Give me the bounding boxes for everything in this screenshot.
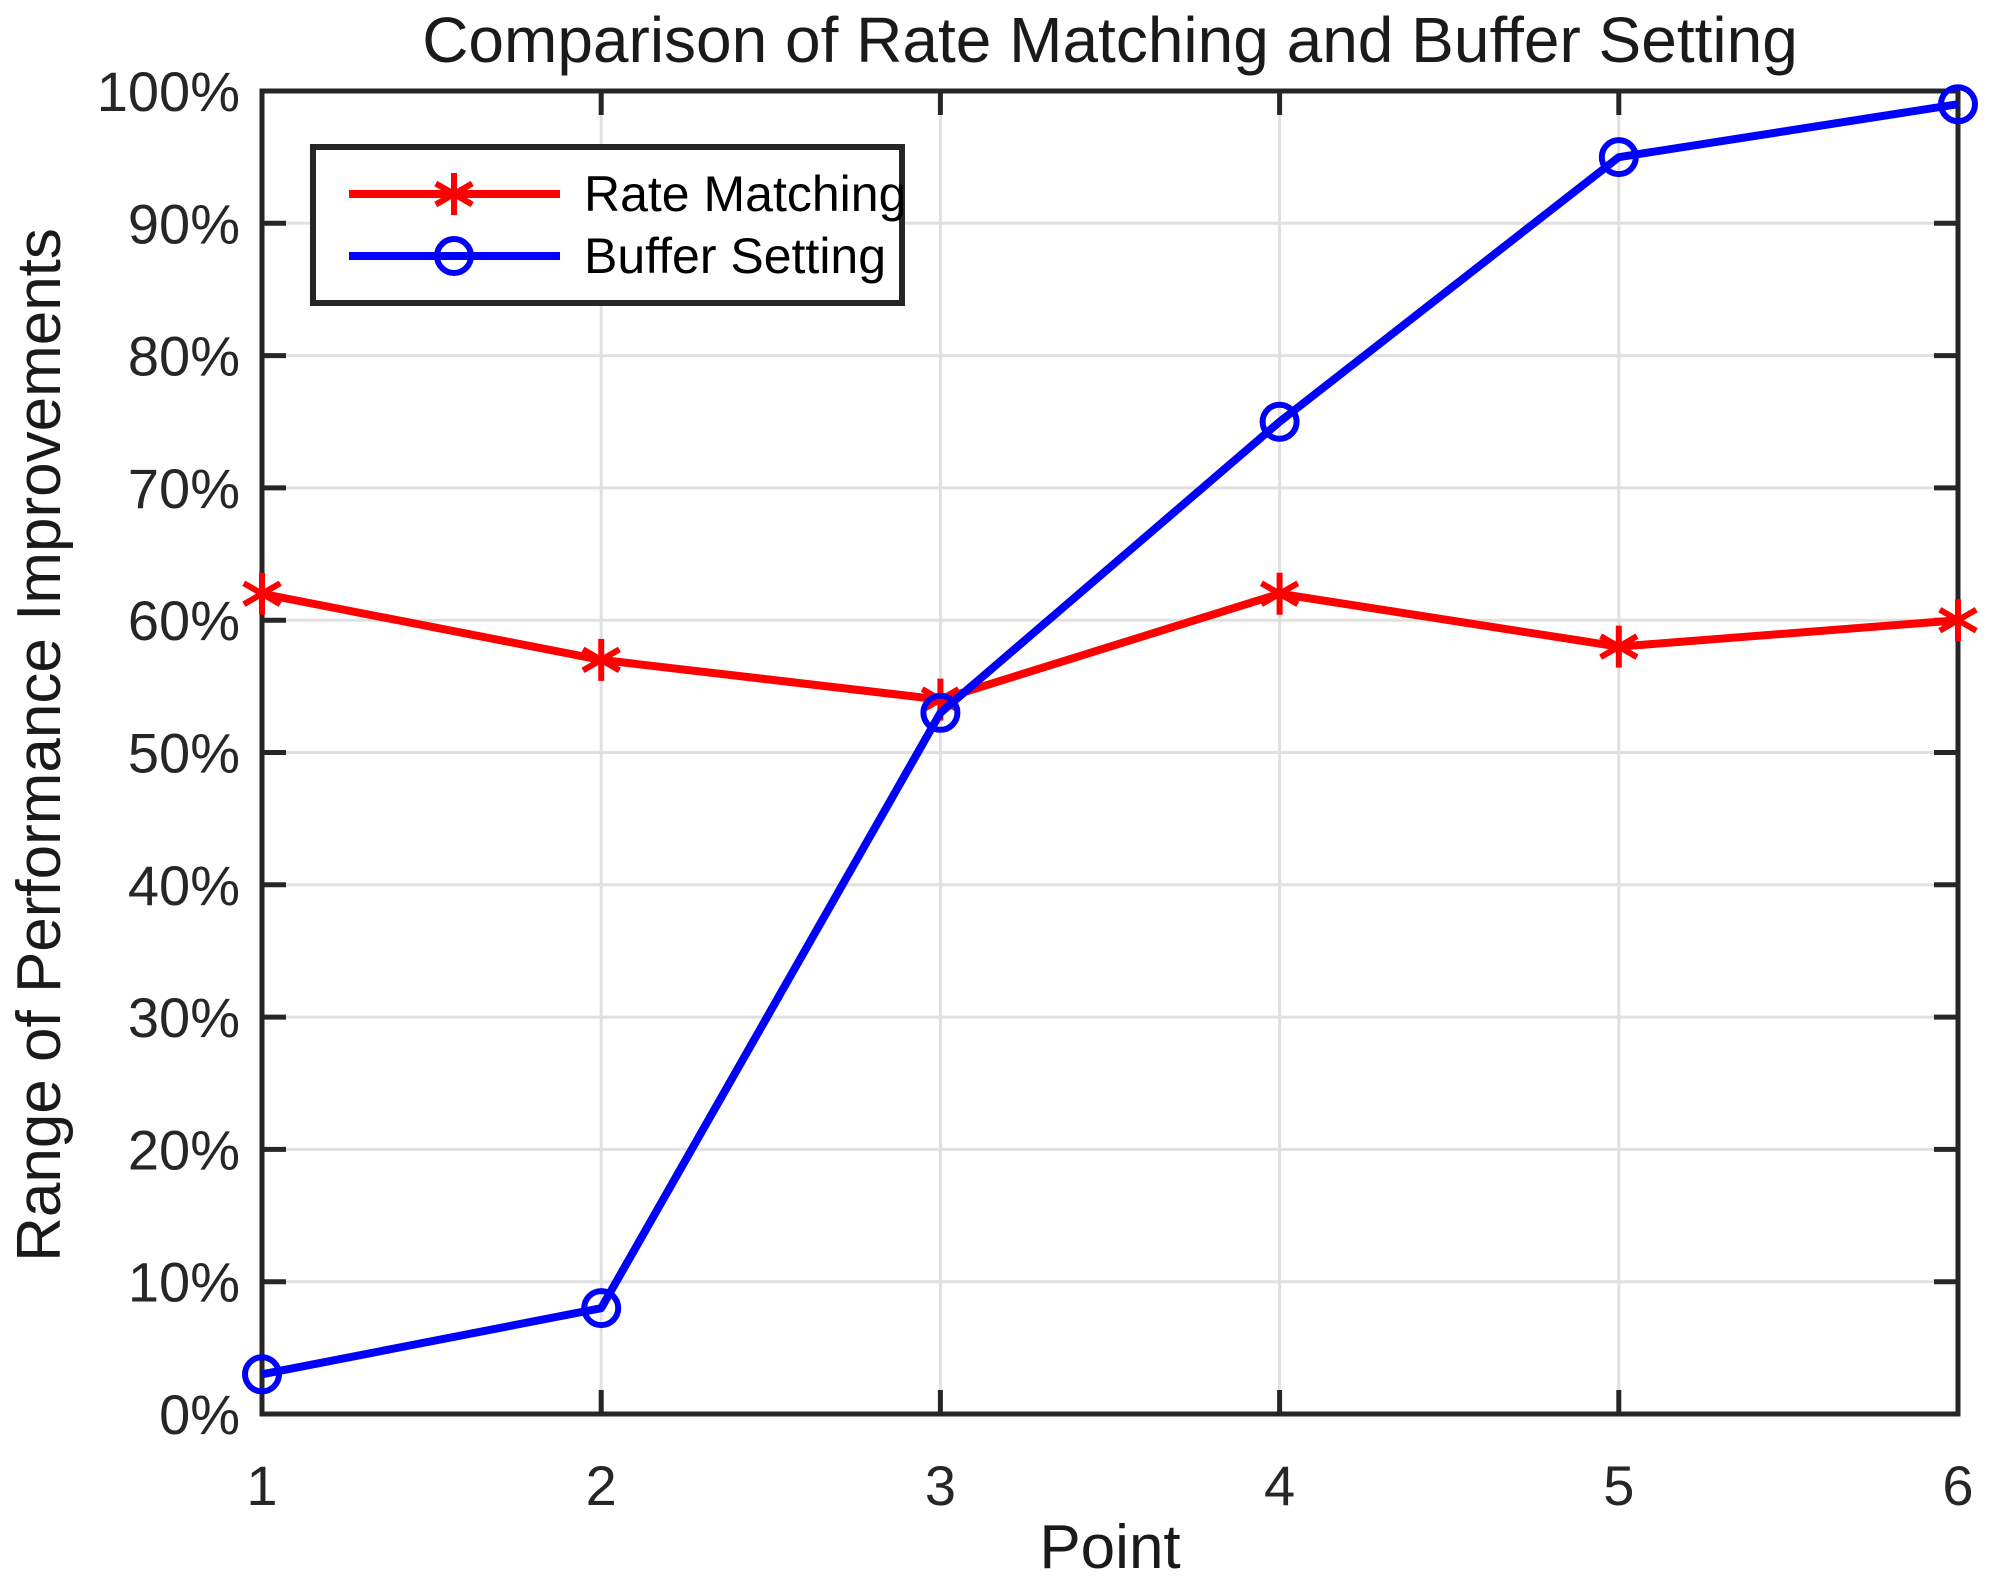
legend-label: Rate Matching [584,166,906,222]
legend: Rate Matching Buffer Setting [310,144,906,306]
marker-asterisk [1938,599,1978,642]
marker-circle [1938,84,1978,125]
data-series [242,84,1978,1395]
y-tick-label: 20% [128,1118,240,1181]
marker-circle [1598,137,1639,178]
chart-title: Comparison of Rate Matching and Buffer S… [422,4,1798,76]
y-tick-label: 80% [128,325,240,388]
x-tick-label: 6 [1942,1454,1973,1517]
x-tick-label: 4 [1264,1454,1295,1517]
marker-asterisk [434,173,474,215]
y-tick-label: 70% [128,457,240,520]
marker-asterisk [581,638,621,681]
marker-spoke [1599,633,1639,660]
legend-entry-rate-matching: Rate Matching [349,166,906,222]
y-tick-label: 30% [128,986,240,1049]
legend-label: Buffer Setting [584,228,886,284]
series-line-rate-matching [261,589,1959,704]
series-line-buffer-setting [261,100,1959,1379]
marker-asterisk [242,572,282,615]
marker-circle [920,692,961,733]
marker-circle [1259,401,1300,442]
marker-circle [434,236,474,276]
marker-asterisk [1259,572,1300,615]
marker-spoke [581,646,621,673]
marker-asterisk [1599,625,1639,668]
marker-spoke [434,180,474,208]
legend-entry-buffer-setting: Buffer Setting [349,228,886,284]
x-axis-label: Point [1039,1513,1180,1582]
tick-labels: 1 2 3 4 5 60%10%20%30%40%50%60%70%80%90%100% [97,60,1974,1517]
series-rate-matching [242,572,1978,721]
y-tick-label: 100% [97,60,240,123]
y-tick-label: 50% [128,722,240,785]
gridlines [262,91,1958,1414]
marker-spoke [242,580,282,607]
y-tick-label: 90% [128,192,240,255]
y-axis-label: Range of Performance Improvements [5,228,74,1262]
x-tick-label: 1 [246,1454,277,1517]
x-tick-label: 3 [925,1454,956,1517]
y-tick-label: 0% [159,1383,240,1446]
legend-box [310,144,905,306]
y-tick-label: 10% [128,1251,240,1314]
marker-circle [581,1288,622,1329]
marker-circle [242,1354,282,1395]
x-tick-label: 2 [586,1454,617,1517]
y-tick-label: 60% [128,589,240,652]
series-buffer-setting [242,84,1978,1395]
y-tick-label: 40% [128,854,240,917]
marker-spoke [1259,580,1300,607]
x-tick-label: 5 [1603,1454,1634,1517]
marker-spoke [1938,607,1978,634]
axes [259,88,1961,1417]
